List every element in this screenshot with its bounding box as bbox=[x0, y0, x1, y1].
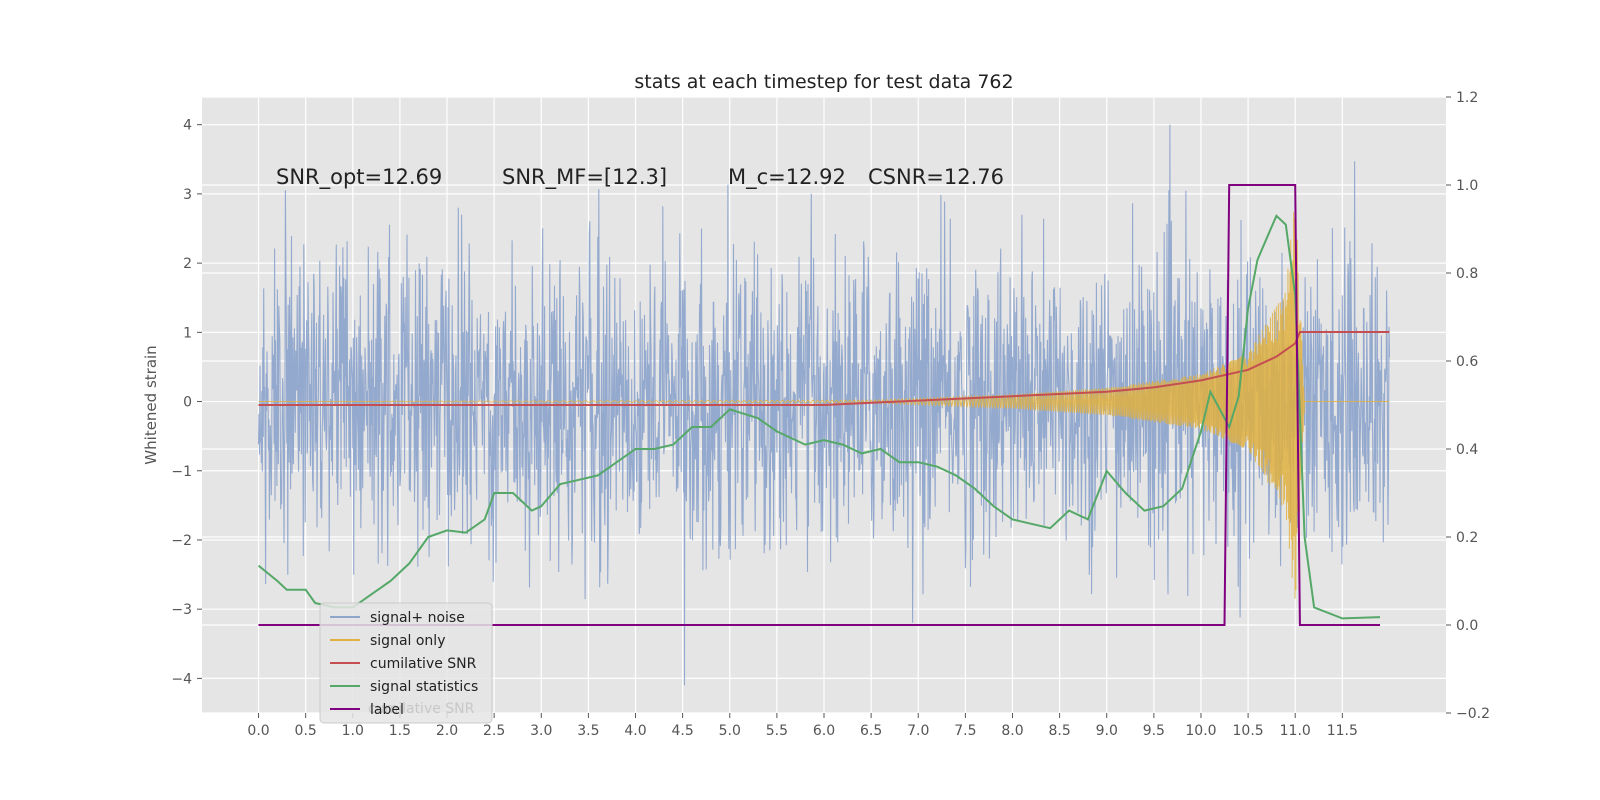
y-tick-label: 0 bbox=[183, 395, 192, 411]
y2-tick-label: 1.2 bbox=[1456, 90, 1478, 106]
y-tick-label: 3 bbox=[183, 187, 192, 203]
y2-tick-label: 0.6 bbox=[1456, 354, 1478, 370]
x-tick-label: 9.0 bbox=[1096, 723, 1118, 739]
x-tick-label: 5.0 bbox=[719, 723, 741, 739]
y-tick-label: −4 bbox=[171, 671, 192, 687]
legend-overlap-text: cumilative SNR bbox=[368, 701, 475, 717]
y-axis-label: Whitened strain bbox=[142, 345, 160, 464]
x-tick-label: 11.0 bbox=[1280, 723, 1311, 739]
x-tick-label: 10.0 bbox=[1185, 723, 1216, 739]
chart-marks bbox=[257, 124, 1391, 686]
x-tick-label: 2.0 bbox=[436, 723, 458, 739]
legend-entry: label bbox=[370, 702, 404, 718]
x-tick-label: 3.5 bbox=[577, 723, 599, 739]
x-tick-label: 8.5 bbox=[1048, 723, 1070, 739]
y-tick-label: −2 bbox=[171, 533, 192, 549]
y2-tick-label: 0.0 bbox=[1456, 618, 1478, 634]
annotations: SNR_opt=12.69 SNR_MF=[12.3] M_c=12.92 CSNR=… bbox=[276, 165, 1004, 190]
legend-entry: cumilative SNR bbox=[370, 656, 477, 672]
x-tick-label: 1.5 bbox=[389, 723, 411, 739]
x-tick-label: 10.5 bbox=[1233, 723, 1264, 739]
legend-entry: signal+ noise bbox=[370, 610, 465, 626]
series-signal-only-line bbox=[258, 211, 1390, 599]
series-label-line bbox=[258, 184, 1380, 626]
y2-tick-label: −0.2 bbox=[1456, 706, 1490, 722]
annotation-snr-opt: SNR_opt=12.69 bbox=[276, 165, 442, 190]
x-tick-label: 0.5 bbox=[295, 723, 317, 739]
y-tick-label: 2 bbox=[183, 256, 192, 272]
x-tick-label: 4.0 bbox=[624, 723, 646, 739]
x-tick-label: 8.0 bbox=[1001, 723, 1023, 739]
series-signal-noise-line bbox=[257, 124, 1391, 686]
y2-tick-label: 1.0 bbox=[1456, 178, 1478, 194]
legend: cumilative SNR signal+ noise signal only cu… bbox=[319, 602, 493, 724]
x-tick-label: 9.5 bbox=[1143, 723, 1165, 739]
x-tick-label: 5.5 bbox=[766, 723, 788, 739]
x-tick-label: 3.0 bbox=[530, 723, 552, 739]
x-tick-label: 4.5 bbox=[672, 723, 694, 739]
legend-entry: signal statistics bbox=[370, 679, 478, 695]
annotation-csnr: CSNR=12.76 bbox=[868, 165, 1004, 189]
axes: 0.0 0.5 1.0 1.5 2.0 2.5 3.0 3.5 4.0 4.5 5.0 5.5 6.0 6… bbox=[171, 90, 1490, 739]
y-tick-label: −1 bbox=[171, 464, 192, 480]
y2-tick-label: 0.2 bbox=[1456, 530, 1478, 546]
y2-tick-label: 0.8 bbox=[1456, 266, 1478, 282]
x-tick-label: 0.0 bbox=[247, 723, 269, 739]
legend-entry: signal only bbox=[370, 633, 445, 649]
y-tick-label: −3 bbox=[171, 602, 192, 618]
y-tick-label: 4 bbox=[183, 118, 192, 134]
x-tick-label: 11.5 bbox=[1327, 723, 1358, 739]
x-tick-label: 7.0 bbox=[907, 723, 929, 739]
annotation-snr-mf: SNR_MF=[12.3] bbox=[502, 165, 667, 190]
x-tick-label: 7.5 bbox=[954, 723, 976, 739]
y2-tick-label: 0.4 bbox=[1456, 442, 1478, 458]
x-tick-label: 6.0 bbox=[813, 723, 835, 739]
y-tick-label: 1 bbox=[183, 325, 192, 341]
series-signal-statistics-line bbox=[257, 214, 1381, 620]
x-tick-label: 1.0 bbox=[342, 723, 364, 739]
annotation-mc: M_c=12.92 bbox=[728, 165, 846, 190]
x-tick-label: 6.5 bbox=[860, 723, 882, 739]
chart-title: stats at each timestep for test data 762 bbox=[634, 71, 1013, 93]
x-tick-label: 2.5 bbox=[483, 723, 505, 739]
legend-box bbox=[319, 602, 493, 724]
